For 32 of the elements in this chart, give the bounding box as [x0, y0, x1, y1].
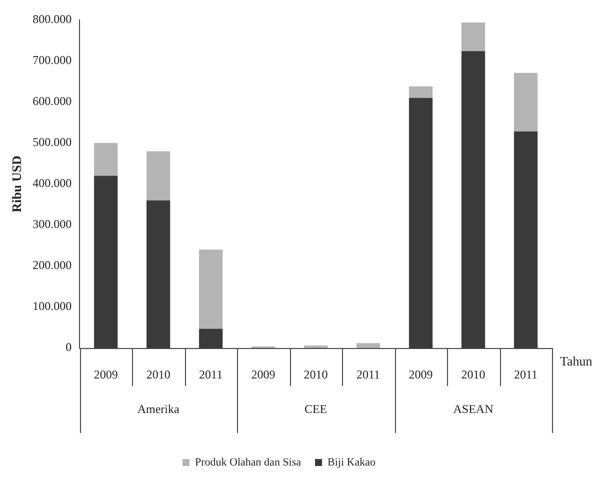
- x-tick-label: 2010: [146, 367, 170, 382]
- y-axis-title: Ribu USD: [9, 156, 24, 212]
- bar: [199, 250, 223, 329]
- y-tick-label: 400.000: [32, 176, 72, 190]
- y-tick-label: 800.000: [32, 12, 72, 26]
- x-tick-label: 2010: [304, 367, 328, 382]
- text: CEE: [304, 402, 328, 416]
- bar: [514, 72, 538, 132]
- y-tick-label: 100.000: [32, 299, 72, 314]
- legend-label: Biji Kakao: [328, 456, 376, 468]
- x-tick-label: 2010: [461, 367, 486, 382]
- x-tick-label: 2011: [514, 367, 538, 382]
- bar: [146, 151, 170, 200]
- bar: [356, 343, 380, 348]
- text: Amerika: [137, 402, 180, 416]
- y-tick-label: 0: [66, 340, 72, 354]
- x-tick-label: 2009: [408, 367, 433, 382]
- y-tick-label: 200.000: [32, 258, 72, 272]
- x-tick-label: 2011: [199, 367, 223, 382]
- bar: [461, 22, 486, 52]
- y-tick-label: 700.000: [32, 53, 72, 68]
- bar: [94, 143, 118, 176]
- text: ASEAN: [453, 402, 494, 416]
- x-tick-label: 2009: [94, 367, 118, 382]
- x-axis-title: Tahun: [560, 353, 593, 368]
- legend-label: Produk Olahan dan Sisa: [195, 456, 302, 468]
- y-tick-label: 600.000: [32, 94, 72, 108]
- bar: [408, 86, 433, 98]
- x-tick-label: 2011: [356, 367, 380, 382]
- y-tick-label: 500.000: [32, 135, 72, 150]
- y-tick-label: 300.000: [32, 217, 72, 232]
- x-tick-label: 2009: [251, 367, 276, 382]
